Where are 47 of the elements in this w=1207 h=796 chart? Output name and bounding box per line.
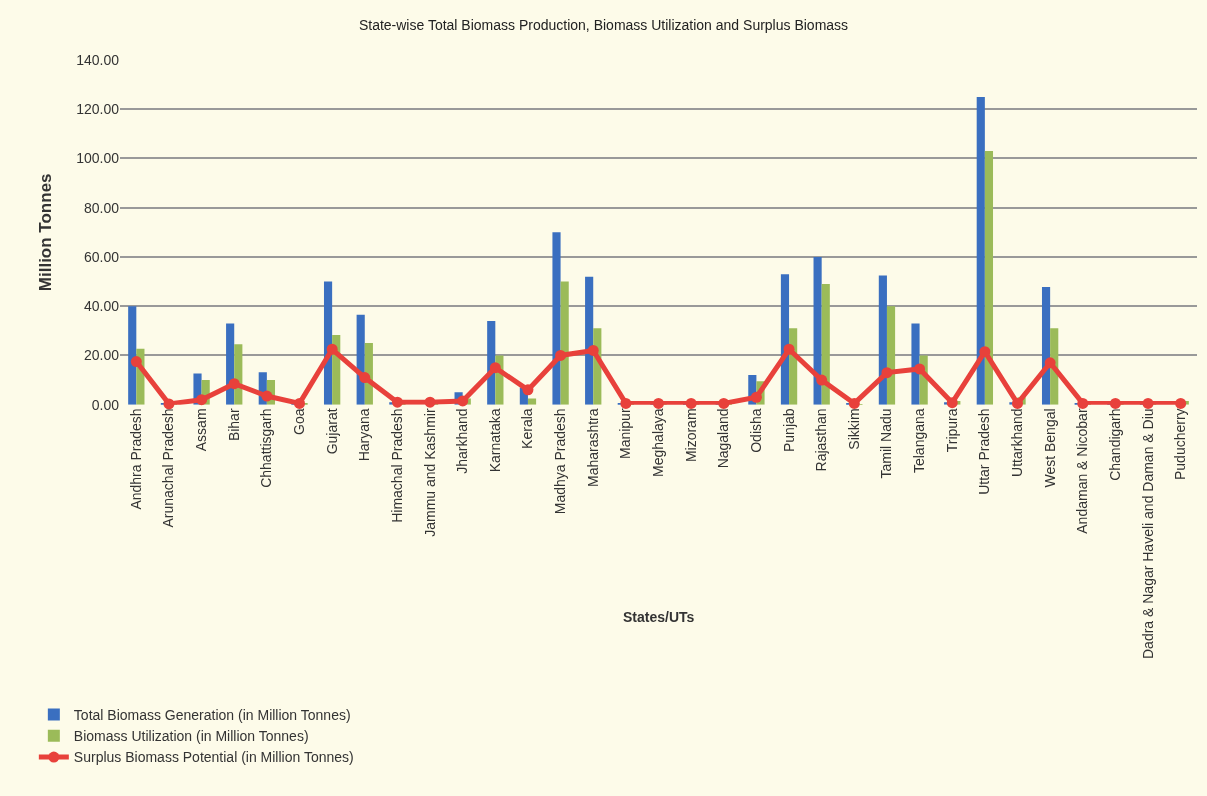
y-tick-label: 40.00 [83,298,120,315]
x-tick-label: Madhya Pradesh [552,408,569,515]
x-tick-label: Assam [193,408,210,452]
x-tick-label: Telangana [911,408,928,474]
x-tick-label: Sikkim [845,408,862,450]
y-tick-label: 60.00 [83,248,120,265]
x-tick-label: Chhattisgarh [258,408,275,488]
x-tick-label: Himachal Pradesh [388,408,405,523]
y-tick-label: 120.00 [76,101,120,118]
y-tick-label: 0.00 [91,396,120,413]
x-tick-label: Manipur [617,408,634,460]
x-axis-title: States/UTs [623,609,695,625]
x-tick-label: Kerala [519,408,536,449]
x-tick-label: Goa [291,408,308,435]
x-tick-label: Uttar Pradesh [976,408,993,495]
y-axis-title: Million Tonnes [35,173,55,292]
x-tick-label: Puducherry [1172,408,1189,481]
x-tick-label: Rajasthan [813,408,830,472]
x-tick-label: Punjab [780,408,797,453]
x-tick-label: Dadra & Nagar Haveli and Daman & Diu [1139,408,1156,660]
x-tick-label: Chandigarh [1106,408,1123,481]
x-tick-label: Meghalaya [650,408,667,477]
x-tick-label: Maharashtra [584,408,601,488]
x-tick-label: Gujarat [323,408,340,455]
x-tick-label: Andhra Pradesh [127,408,144,510]
legend-label: Biomass Utilization (in Million Tonnes) [73,728,309,745]
x-tick-label: Haryana [356,408,373,462]
x-tick-label: Bihar [225,408,242,442]
x-tick-label: Odisha [747,408,764,453]
x-tick-label: Mizoram [682,408,699,463]
x-tick-label: Tripura [943,408,960,453]
y-tick-label: 20.00 [83,347,120,364]
y-tick-label: 140.00 [76,51,120,68]
x-tick-label: West Bengal [1041,408,1058,488]
x-tick-label: Andaman & Nicobar [1074,408,1091,534]
x-tick-label: Jammu and Kashmir [421,408,438,537]
x-tick-label: Uttarkhand [1009,408,1026,477]
y-tick-label: 80.00 [83,199,120,216]
chart-title: State-wise Total Biomass Production, Biomass Utilization and Surplus Biomass [358,16,849,33]
legend-label: Total Biomass Generation (in Million Tonnes) [73,707,351,724]
x-tick-label: Arunachal Pradesh [160,408,177,528]
x-tick-label: Jharkhand [454,408,471,474]
x-tick-label: Nagaland [715,408,732,469]
legend-label: Surplus Biomass Potential (in Million Tonnes) [73,749,354,766]
y-tick-label: 100.00 [76,150,120,167]
x-tick-label: Karnataka [486,408,503,473]
x-tick-label: Tamil Nadu [878,408,895,479]
